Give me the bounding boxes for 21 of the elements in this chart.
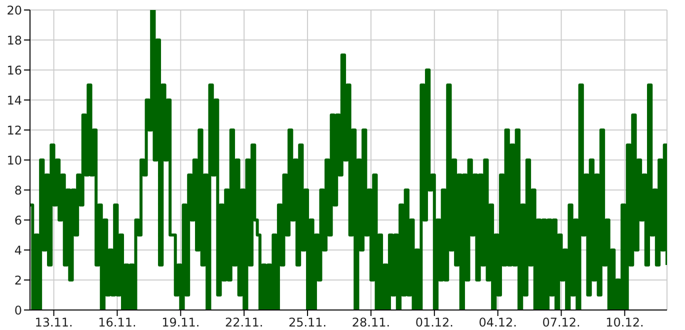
y-tick-label: 10 [6, 153, 22, 168]
y-tick-label: 16 [6, 63, 22, 78]
y-tick-label: 6 [14, 213, 22, 228]
y-tick-label: 2 [14, 273, 22, 288]
y-tick-label: 0 [14, 303, 22, 318]
x-tick-label: 28.11. [352, 316, 390, 330]
y-tick-label: 14 [6, 93, 22, 108]
x-tick-label: 25.11. [288, 316, 327, 330]
y-tick-label: 20 [6, 3, 22, 18]
x-tick-label: 01.12. [415, 316, 454, 330]
x-tick-label: 22.11. [225, 316, 264, 330]
x-tick-label: 10.12. [606, 316, 644, 330]
x-tick-label: 07.12. [542, 316, 580, 330]
x-tick-label: 04.12. [478, 316, 517, 330]
x-tick-label: 13.11. [34, 316, 73, 330]
y-tick-label: 18 [6, 33, 22, 48]
y-tick-label: 8 [14, 183, 22, 198]
x-tick-label: 19.11. [162, 316, 200, 330]
y-tick-label: 12 [6, 123, 22, 138]
x-tick-label: 16.11. [98, 316, 136, 330]
y-tick-label: 4 [14, 243, 22, 258]
